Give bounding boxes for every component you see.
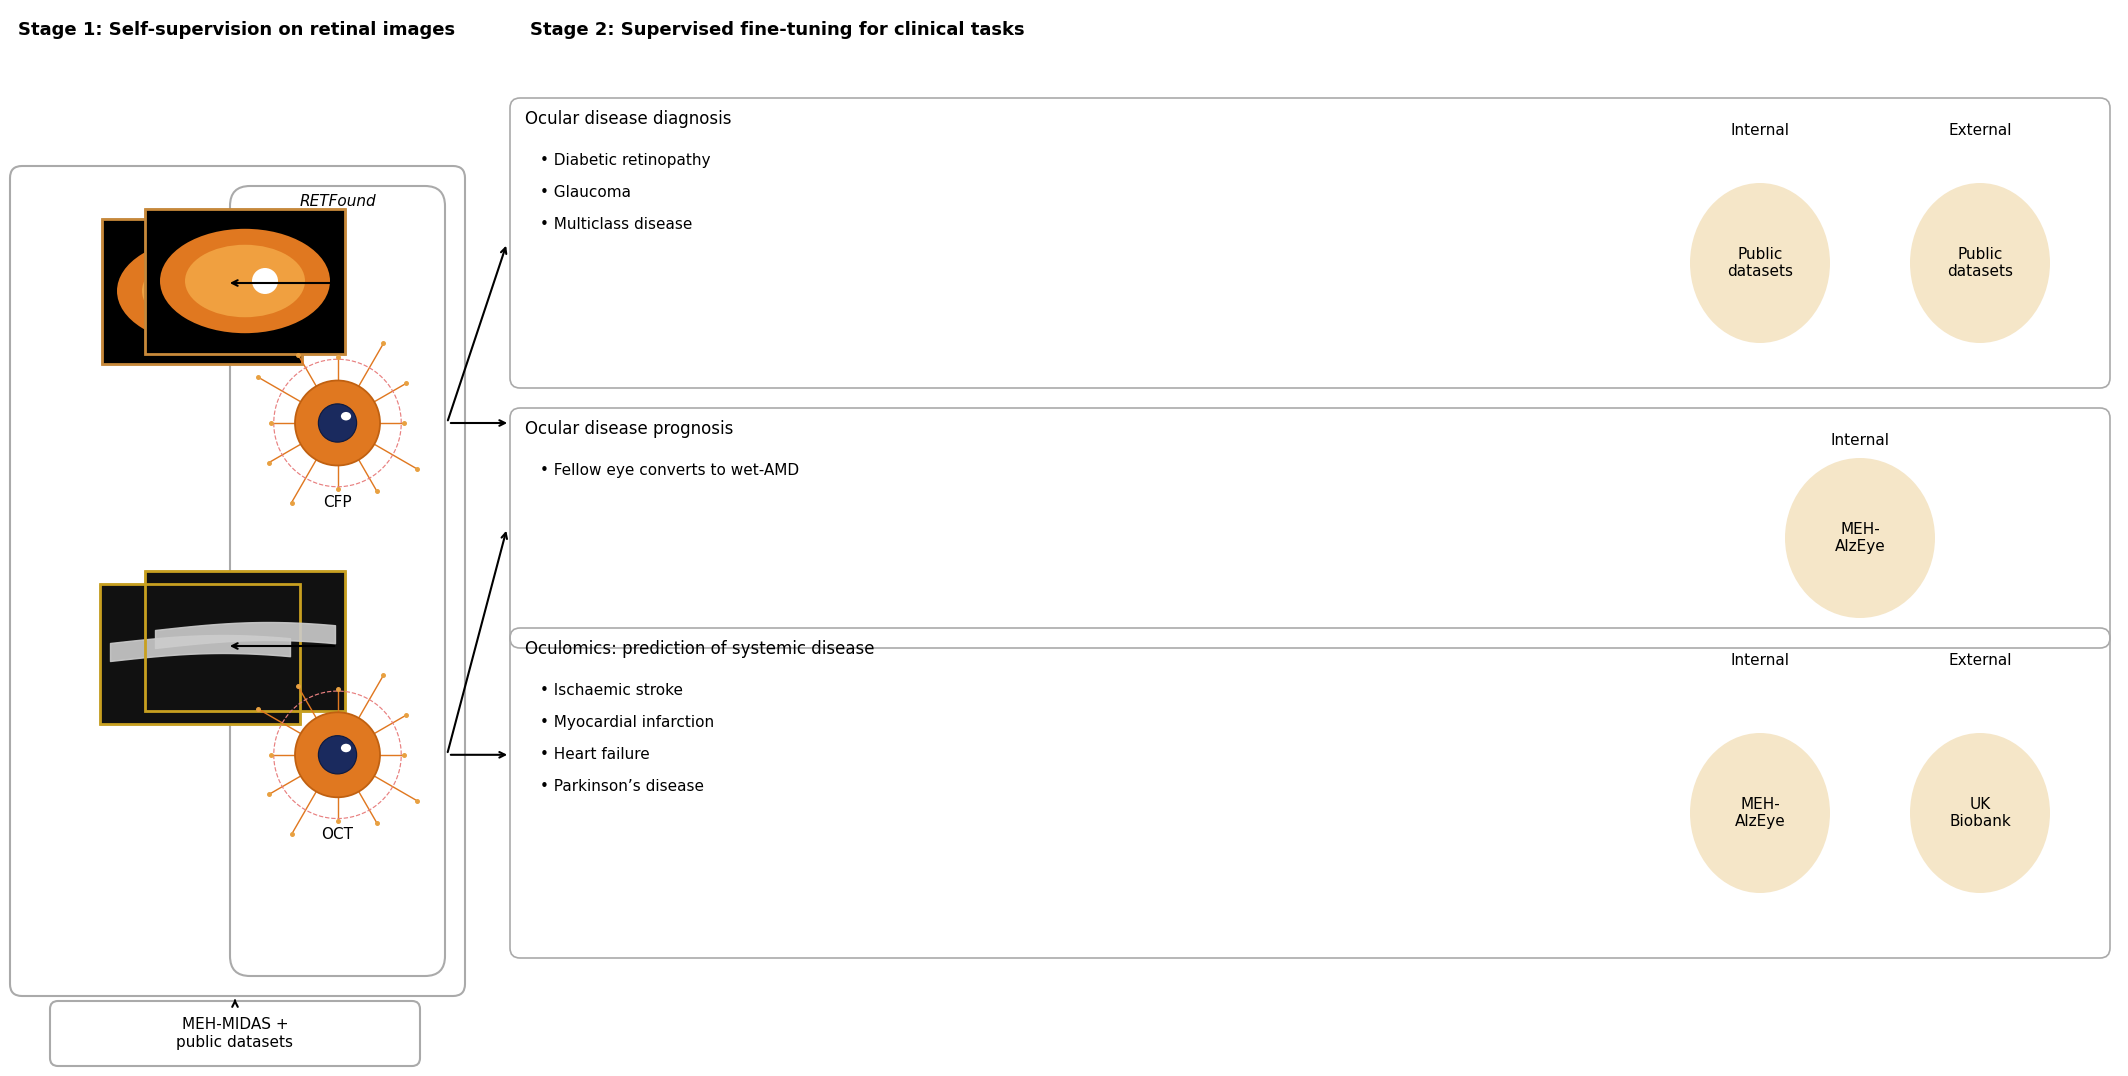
Ellipse shape bbox=[319, 736, 358, 774]
Text: Stage 2: Supervised fine-tuning for clinical tasks: Stage 2: Supervised fine-tuning for clin… bbox=[530, 22, 1024, 39]
Ellipse shape bbox=[160, 229, 330, 334]
Text: External: External bbox=[1949, 123, 2011, 138]
Text: MEH-MIDAS +
public datasets: MEH-MIDAS + public datasets bbox=[177, 1017, 294, 1050]
Text: MEH-
AlzEye: MEH- AlzEye bbox=[1834, 522, 1885, 554]
Text: • Heart failure: • Heart failure bbox=[541, 747, 649, 762]
Text: Oculomics: prediction of systemic disease: Oculomics: prediction of systemic diseas… bbox=[526, 640, 875, 659]
Ellipse shape bbox=[296, 712, 381, 797]
Ellipse shape bbox=[1690, 183, 1830, 343]
Text: • Diabetic retinopathy: • Diabetic retinopathy bbox=[541, 153, 711, 168]
Text: CFP: CFP bbox=[323, 495, 351, 510]
Text: MEH-
AlzEye: MEH- AlzEye bbox=[1734, 797, 1785, 830]
Ellipse shape bbox=[1690, 733, 1830, 893]
Text: • Glaucoma: • Glaucoma bbox=[541, 185, 632, 200]
Text: OCT: OCT bbox=[321, 826, 353, 841]
Text: RETFound: RETFound bbox=[300, 194, 377, 209]
Bar bbox=[145, 571, 345, 711]
Text: Ocular disease diagnosis: Ocular disease diagnosis bbox=[526, 110, 732, 128]
Text: • Parkinson’s disease: • Parkinson’s disease bbox=[541, 779, 704, 794]
Ellipse shape bbox=[143, 255, 262, 327]
Ellipse shape bbox=[117, 239, 287, 343]
Ellipse shape bbox=[251, 268, 279, 294]
Bar bbox=[102, 218, 302, 364]
Bar bbox=[145, 571, 345, 711]
Text: Public
datasets: Public datasets bbox=[1947, 246, 2013, 279]
Bar bbox=[102, 218, 302, 364]
Bar bbox=[100, 584, 300, 724]
Text: • Multiclass disease: • Multiclass disease bbox=[541, 217, 692, 232]
Ellipse shape bbox=[296, 381, 381, 466]
Text: Internal: Internal bbox=[1730, 653, 1790, 668]
Text: Internal: Internal bbox=[1830, 433, 1890, 448]
Bar bbox=[145, 209, 345, 354]
Ellipse shape bbox=[185, 244, 304, 317]
Ellipse shape bbox=[1785, 458, 1934, 618]
Bar bbox=[100, 584, 300, 724]
Ellipse shape bbox=[1911, 733, 2049, 893]
Ellipse shape bbox=[319, 404, 358, 442]
Text: Ocular disease prognosis: Ocular disease prognosis bbox=[526, 420, 734, 438]
Text: UK
Biobank: UK Biobank bbox=[1949, 797, 2011, 830]
Ellipse shape bbox=[340, 744, 351, 752]
Ellipse shape bbox=[206, 280, 228, 302]
Text: • Fellow eye converts to wet-AMD: • Fellow eye converts to wet-AMD bbox=[541, 463, 800, 478]
Ellipse shape bbox=[340, 412, 351, 421]
Text: Public
datasets: Public datasets bbox=[1728, 246, 1794, 279]
Text: • Ischaemic stroke: • Ischaemic stroke bbox=[541, 683, 683, 698]
Text: Stage 1: Self-supervision on retinal images: Stage 1: Self-supervision on retinal ima… bbox=[17, 22, 455, 39]
Text: External: External bbox=[1949, 653, 2011, 668]
Text: • Myocardial infarction: • Myocardial infarction bbox=[541, 714, 715, 730]
Text: Internal: Internal bbox=[1730, 123, 1790, 138]
Ellipse shape bbox=[1911, 183, 2049, 343]
Bar bbox=[145, 209, 345, 354]
